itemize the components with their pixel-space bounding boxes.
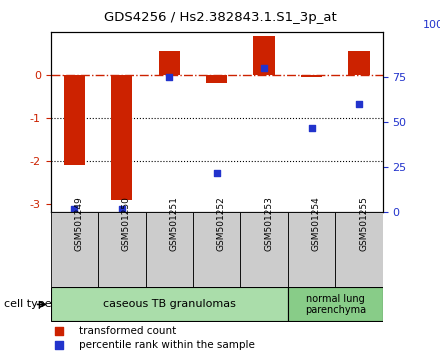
Point (213, 170, 220, 176)
Text: normal lung
parenchyma: normal lung parenchyma (305, 293, 366, 315)
Point (71, 206, 78, 212)
Text: GSM501254: GSM501254 (312, 196, 321, 251)
Text: GSM501253: GSM501253 (264, 196, 273, 251)
Text: 100%: 100% (423, 20, 440, 30)
Bar (51, 212, 98, 287)
Point (56, 328, 63, 334)
Bar (98, 212, 146, 287)
Bar (158, 51, 180, 75)
Point (118, 206, 125, 212)
Bar (253, 36, 275, 75)
Bar (193, 212, 240, 287)
Point (56, 342, 63, 348)
Bar (301, 75, 322, 77)
Bar (288, 287, 383, 321)
Point (166, 74, 173, 80)
Bar (335, 212, 383, 287)
Bar (64, 75, 85, 165)
Bar (146, 212, 193, 287)
Bar (51, 287, 288, 321)
Text: cell type: cell type (4, 299, 52, 309)
Bar (348, 51, 370, 75)
Point (356, 101, 363, 107)
Text: caseous TB granulomas: caseous TB granulomas (103, 299, 236, 309)
Bar (288, 212, 335, 287)
Bar (111, 75, 132, 200)
Text: transformed count: transformed count (79, 326, 176, 336)
Text: GSM501249: GSM501249 (74, 196, 83, 251)
Text: GSM501251: GSM501251 (169, 196, 178, 251)
Point (260, 65, 268, 71)
Text: GDS4256 / Hs2.382843.1.S1_3p_at: GDS4256 / Hs2.382843.1.S1_3p_at (104, 11, 336, 24)
Text: GSM501250: GSM501250 (122, 196, 131, 251)
Text: percentile rank within the sample: percentile rank within the sample (79, 340, 255, 350)
Bar (206, 75, 227, 84)
Bar (240, 212, 288, 287)
Text: GSM501255: GSM501255 (359, 196, 368, 251)
Point (308, 125, 315, 130)
Text: GSM501252: GSM501252 (217, 196, 226, 251)
